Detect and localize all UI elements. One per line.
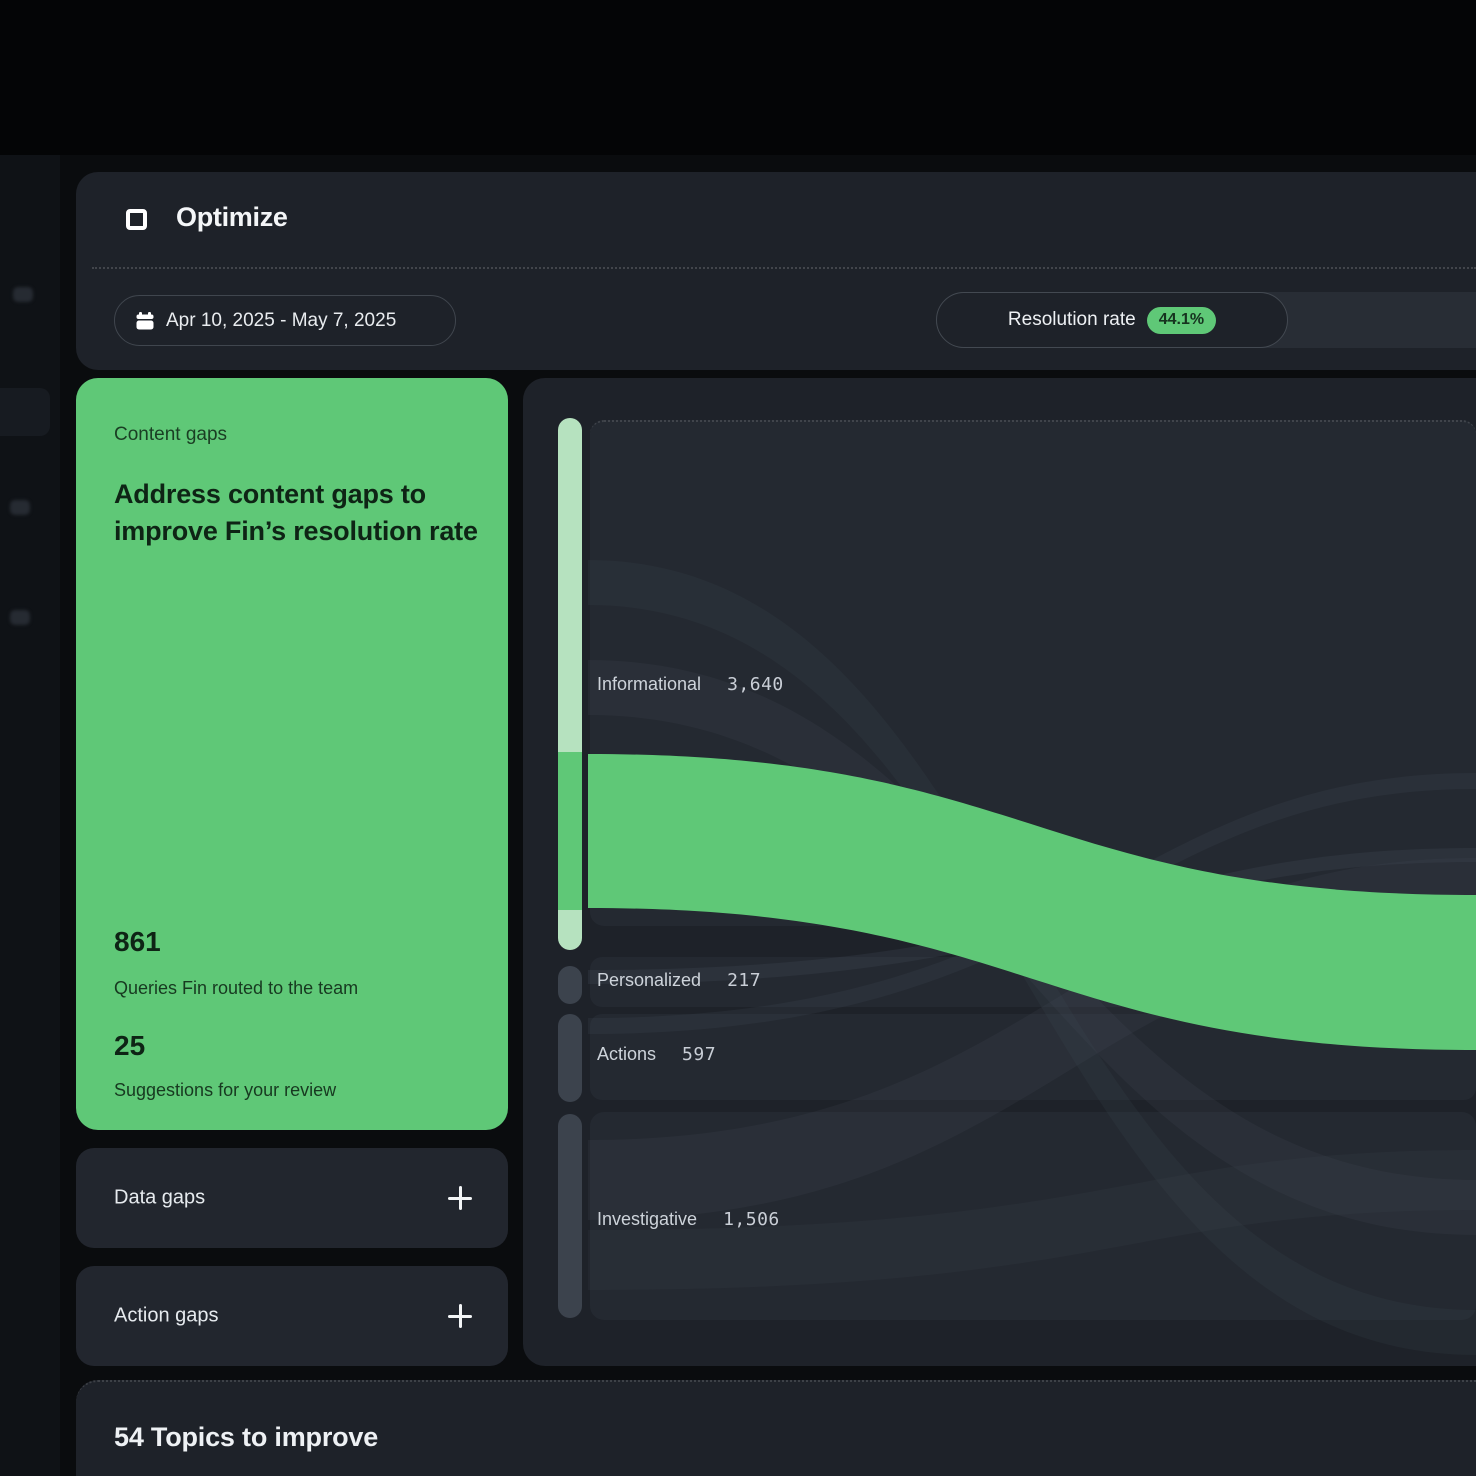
label-actions: Actions 597 <box>597 1044 716 1065</box>
metric-toggle-group: Resolution rate 44.1% <box>936 292 1476 348</box>
topics-card: 54 Topics to improve <box>76 1380 1476 1476</box>
informational-name: Informational <box>597 674 702 694</box>
investigative-value: 1,506 <box>723 1209 780 1230</box>
action-gaps-card[interactable]: Action gaps <box>76 1266 508 1366</box>
row-investigative <box>590 1112 1476 1320</box>
data-gaps-card[interactable]: Data gaps <box>76 1148 508 1248</box>
label-personalized: Personalized 217 <box>597 970 761 991</box>
header-divider <box>92 267 1476 269</box>
sidebar-icon-2[interactable] <box>10 500 30 515</box>
actions-value: 597 <box>682 1044 717 1065</box>
content-gaps-label: Content gaps <box>114 424 228 445</box>
node-investigative <box>558 1114 582 1318</box>
page-title: Optimize <box>176 202 288 232</box>
sidebar <box>0 155 60 1476</box>
metric-label: Resolution rate <box>1007 309 1136 330</box>
plus-icon[interactable] <box>448 1304 472 1328</box>
node-actions <box>558 1014 582 1102</box>
stat-suggestions-label: Suggestions for your review <box>114 1080 337 1100</box>
action-gaps-label: Action gaps <box>114 1304 219 1327</box>
sidebar-icon-1[interactable] <box>13 287 33 302</box>
label-investigative: Investigative 1,506 <box>597 1209 780 1230</box>
personalized-name: Personalized <box>597 970 702 990</box>
stat-queries-value: 861 <box>114 926 161 957</box>
sankey-flows <box>588 560 1476 1355</box>
stat-queries-label: Queries Fin routed to the team <box>114 978 359 998</box>
personalized-value: 217 <box>727 970 762 991</box>
investigative-name: Investigative <box>597 1209 698 1229</box>
highlighted-flow <box>588 754 1476 1050</box>
content-gaps-card: Content gaps Address content gaps to imp… <box>76 378 508 1130</box>
sidebar-active-item[interactable] <box>0 388 50 436</box>
node-personalized <box>558 966 582 1004</box>
node-informational <box>558 418 582 950</box>
plus-icon[interactable] <box>448 1186 472 1210</box>
node-informational-resolved-segment <box>558 752 582 910</box>
date-range-label: Apr 10, 2025 - May 7, 2025 <box>166 309 397 331</box>
actions-name: Actions <box>597 1044 657 1064</box>
query-flow-chart: Informational 3,640 Personalized 217 Act… <box>523 378 1476 1366</box>
panel-icon <box>126 209 147 230</box>
sidebar-icon-3[interactable] <box>10 610 30 625</box>
resolution-rate-toggle[interactable]: Resolution rate 44.1% <box>936 292 1288 348</box>
informational-value: 3,640 <box>727 674 784 695</box>
date-range-picker[interactable]: Apr 10, 2025 - May 7, 2025 <box>114 295 456 346</box>
header-card: Optimize Apr 10, 2025 - May 7, 2025 Reso… <box>76 172 1476 370</box>
calendar-icon <box>136 311 154 329</box>
data-gaps-label: Data gaps <box>114 1186 206 1209</box>
stat-suggestions-value: 25 <box>114 1030 146 1061</box>
label-informational: Informational 3,640 <box>597 674 784 695</box>
content-gaps-heading: Address content gaps to improve Fin’s re… <box>114 479 478 546</box>
topics-heading: 54 Topics to improve <box>114 1422 379 1452</box>
metric-value-badge: 44.1% <box>1146 306 1217 334</box>
